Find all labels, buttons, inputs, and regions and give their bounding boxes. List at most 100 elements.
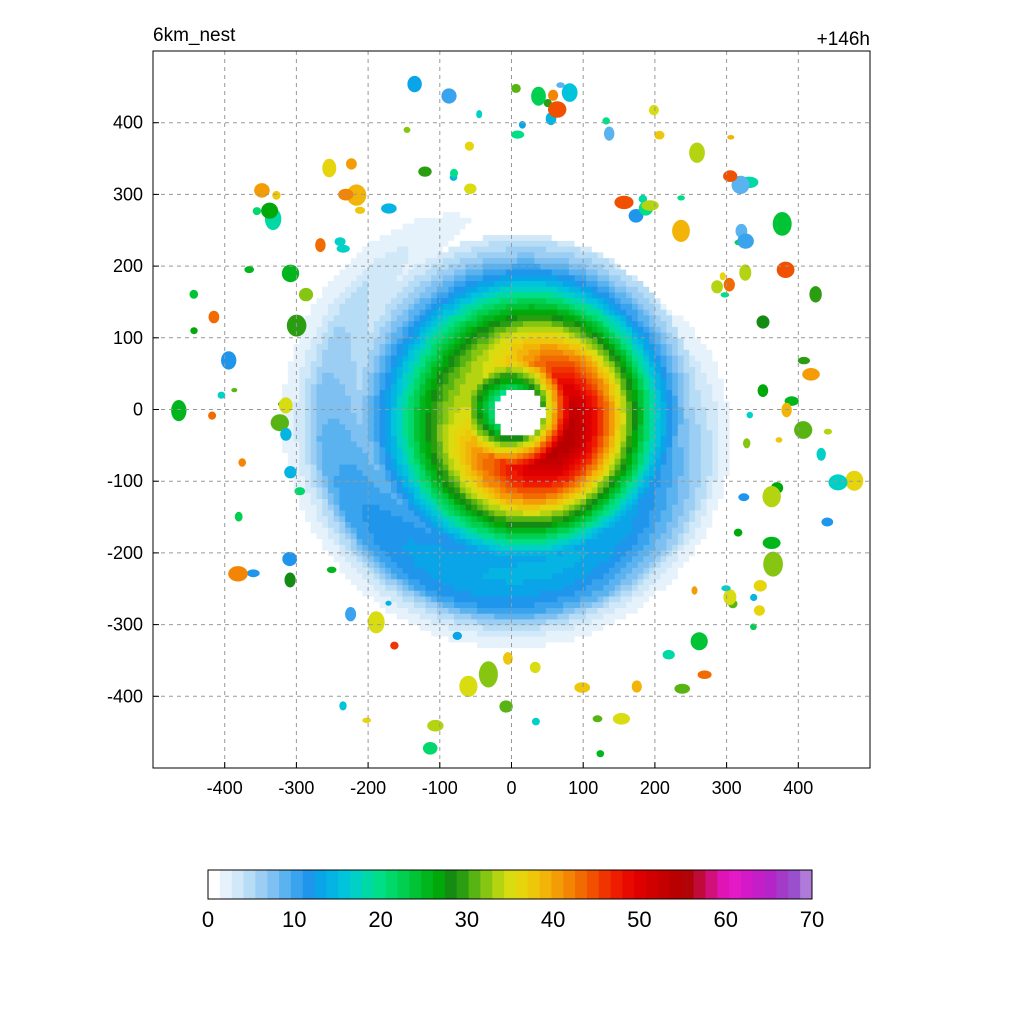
field-cell: [379, 441, 386, 448]
field-cell: [379, 257, 386, 264]
field-cell: [442, 383, 449, 390]
field-cell: [609, 286, 616, 293]
field-cell: [322, 498, 329, 505]
field-cell: [500, 263, 507, 270]
field-cell: [500, 286, 507, 293]
field-cell: [557, 624, 564, 631]
field-cell: [643, 441, 650, 448]
field-cell: [471, 515, 478, 522]
field-cell: [603, 458, 610, 465]
field-cell: [563, 607, 570, 614]
field-cell: [465, 383, 472, 390]
field-cell: [402, 458, 409, 465]
field-cell: [574, 515, 581, 522]
field-cell: [385, 240, 392, 247]
field-cell: [626, 458, 633, 465]
field-cell: [689, 383, 696, 390]
field-cell: [540, 624, 547, 631]
field-cell: [373, 309, 381, 316]
field-cell: [482, 228, 490, 236]
field-cell: [620, 234, 627, 241]
field-cell: [356, 378, 363, 385]
field-cell: [568, 492, 576, 499]
field-cell: [339, 303, 346, 310]
field-cell: [339, 492, 346, 499]
field-cell: [689, 314, 696, 322]
field-cell: [299, 504, 306, 511]
field-cell: [459, 372, 467, 379]
field-cell: [563, 280, 570, 287]
field-cell: [523, 286, 530, 293]
field-cell: [459, 607, 467, 614]
field-cell: [660, 464, 667, 471]
field-cell: [327, 291, 335, 299]
field-cell: [373, 486, 381, 494]
field-cell: [511, 624, 518, 631]
field-cell: [614, 567, 621, 574]
field-cell: [603, 452, 610, 459]
field-cell: [442, 200, 449, 207]
field-cell: [454, 475, 461, 482]
field-cell: [379, 412, 386, 419]
field-cell: [534, 349, 541, 356]
field-cell: [620, 280, 627, 287]
field-cell: [695, 343, 702, 350]
field-cell: [442, 595, 449, 603]
field-cell: [603, 400, 610, 408]
field-cell: [649, 555, 656, 563]
field-cell: [408, 544, 415, 551]
field-cell: [649, 280, 656, 287]
field-cell: [299, 435, 306, 442]
field-cell: [545, 412, 553, 419]
field-cell: [379, 291, 386, 299]
field-cell: [419, 578, 426, 585]
field-cell: [482, 618, 490, 626]
field-cell: [563, 274, 570, 281]
field-cell: [368, 509, 375, 517]
field-cell: [322, 366, 329, 373]
field-cell: [666, 475, 673, 482]
field-cell: [333, 378, 340, 385]
field-cell: [391, 389, 398, 396]
field-cell: [402, 337, 409, 345]
field-cell: [350, 286, 358, 293]
field-cell: [597, 509, 604, 517]
field-cell: [391, 257, 398, 264]
field-cell: [454, 446, 461, 454]
field-cell: [454, 314, 461, 322]
field-cell: [282, 389, 289, 396]
field-cell: [568, 314, 576, 322]
field-cell: [402, 441, 409, 448]
field-cell: [609, 291, 616, 299]
field-cell: [632, 366, 639, 373]
field-cell: [637, 337, 644, 345]
field-cell: [299, 355, 306, 362]
field-cell: [574, 205, 581, 213]
field-cell: [695, 481, 702, 488]
field-cell: [649, 532, 656, 540]
field-cell: [574, 360, 581, 367]
field-cell: [345, 538, 352, 545]
field-cell: [523, 618, 530, 626]
field-cell: [465, 555, 472, 563]
field-cell: [471, 320, 478, 327]
plot-area: [153, 51, 870, 768]
field-cell: [442, 223, 449, 230]
field-cell: [563, 223, 570, 230]
field-cell: [563, 400, 570, 408]
field-cell: [327, 418, 335, 425]
field-cell: [385, 291, 392, 299]
field-cell: [551, 217, 558, 224]
field-cell: [414, 280, 421, 287]
field-cell: [534, 240, 541, 247]
field-cell: [477, 504, 484, 511]
field-cell: [477, 550, 484, 557]
field-cell: [620, 383, 627, 390]
field-cell: [597, 269, 604, 276]
field-cell: [511, 515, 518, 522]
field-cell: [597, 561, 604, 568]
field-cell: [442, 504, 449, 511]
field-cell: [419, 406, 426, 413]
field-cell: [316, 521, 323, 528]
field-cell: [505, 544, 513, 551]
